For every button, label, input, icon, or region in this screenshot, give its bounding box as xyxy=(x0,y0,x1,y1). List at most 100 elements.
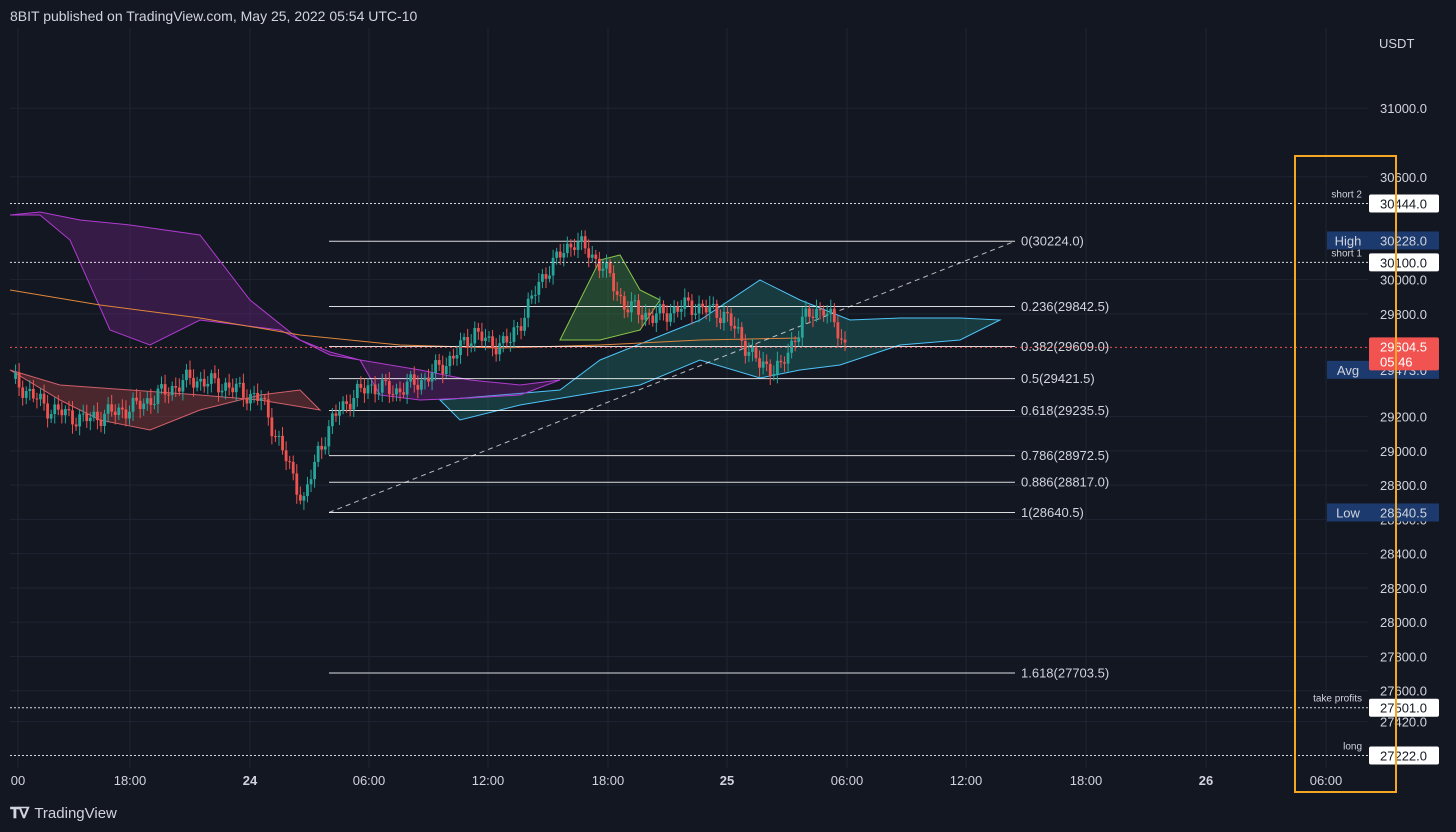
candle-body xyxy=(469,343,473,347)
candle-body xyxy=(117,407,121,416)
candle-body xyxy=(398,388,402,393)
candle-body xyxy=(124,409,128,419)
candle-body xyxy=(359,383,363,388)
horizontal-level-price: 30100.0 xyxy=(1380,255,1427,270)
candle-body xyxy=(622,296,626,310)
candle-body xyxy=(363,387,366,394)
x-tick-label: 18:00 xyxy=(592,773,625,788)
candle-body xyxy=(128,411,131,419)
candle-body xyxy=(466,337,470,347)
candle-body xyxy=(96,411,99,421)
y-tick-label: 29200.0 xyxy=(1380,410,1427,425)
candle-body xyxy=(654,313,658,323)
x-tick-label: 00 xyxy=(11,773,25,788)
candle-body xyxy=(345,401,349,404)
y-tick-label: 27600.0 xyxy=(1380,684,1427,699)
horizontal-level-tag xyxy=(1369,698,1439,717)
y-tick-label: 27800.0 xyxy=(1380,649,1427,664)
candle-body xyxy=(516,326,519,328)
horizontal-level-name: long xyxy=(1343,742,1362,753)
candle-body xyxy=(523,317,527,331)
candle-body xyxy=(412,374,416,385)
candle-body xyxy=(63,409,67,416)
candle-body xyxy=(39,393,42,400)
candle-body xyxy=(544,274,548,279)
candle-body xyxy=(694,313,697,315)
candle-body xyxy=(199,378,203,382)
fib-level-label: 0.382(29609.0) xyxy=(1021,339,1109,354)
x-tick-label: 06:00 xyxy=(1310,773,1343,788)
candle-body xyxy=(266,399,270,418)
fib-level-label: 0.786(28972.5) xyxy=(1021,448,1109,463)
candle-body xyxy=(541,274,544,282)
candle-body xyxy=(832,308,836,323)
candle-body xyxy=(430,372,434,382)
candle-body xyxy=(637,300,640,315)
candle-body xyxy=(42,393,46,404)
stat-price-tag xyxy=(1369,231,1439,250)
candle-body xyxy=(224,382,227,391)
candle-body xyxy=(797,337,801,342)
candle-body xyxy=(644,312,648,320)
candle-body xyxy=(476,327,480,332)
candle-body xyxy=(800,316,804,338)
candle-body xyxy=(60,409,64,416)
candle-body xyxy=(241,382,245,398)
candle-body xyxy=(245,397,249,404)
candle-body xyxy=(701,303,705,308)
y-tick-label: 28400.0 xyxy=(1380,547,1427,562)
candle-body xyxy=(676,306,680,312)
candle-body xyxy=(808,308,811,317)
candle-body xyxy=(274,436,277,438)
candle-body xyxy=(31,388,35,399)
candle-body xyxy=(341,401,345,411)
candle-body xyxy=(209,373,213,384)
candle-body xyxy=(498,343,502,355)
candle-body xyxy=(316,445,320,462)
y-tick-label: 28800.0 xyxy=(1380,478,1427,493)
candle-body xyxy=(113,411,117,416)
candle-body xyxy=(138,400,142,409)
candle-body xyxy=(78,414,82,427)
candle-body xyxy=(395,388,398,395)
candle-body xyxy=(651,315,655,323)
candle-body xyxy=(501,336,505,344)
candle-body xyxy=(491,336,494,348)
candle-body xyxy=(323,446,327,450)
candle-body xyxy=(288,461,292,463)
candle-body xyxy=(21,387,25,398)
candle-body xyxy=(181,380,185,392)
y-tick-label: 29800.0 xyxy=(1380,307,1427,322)
candle-body xyxy=(434,359,438,373)
candle-body xyxy=(708,305,712,313)
candle-body xyxy=(249,393,252,404)
candle-body xyxy=(455,355,459,359)
candle-body xyxy=(437,359,441,365)
candle-body xyxy=(758,358,761,368)
candle-body xyxy=(683,297,687,309)
candle-body xyxy=(330,413,334,427)
candle-body xyxy=(366,385,370,394)
candle-body xyxy=(338,410,341,416)
candle-body xyxy=(825,313,829,316)
candle-body xyxy=(548,275,551,279)
candle-body xyxy=(533,294,537,296)
candle-body xyxy=(213,373,217,379)
candle-body xyxy=(565,243,569,254)
moving-average-line xyxy=(9,289,801,349)
candle-body xyxy=(380,379,384,393)
candle-body xyxy=(530,295,534,299)
candle-body xyxy=(836,322,840,339)
candle-body xyxy=(526,298,530,318)
candle-body xyxy=(761,361,765,368)
candle-body xyxy=(156,388,160,404)
candle-body xyxy=(263,397,267,400)
candle-body xyxy=(658,304,662,314)
candle-body xyxy=(840,338,843,340)
candle-body xyxy=(729,313,733,326)
candle-body xyxy=(103,413,106,427)
candle-body xyxy=(822,310,826,316)
candle-body xyxy=(626,309,630,313)
candle-body xyxy=(715,303,719,318)
